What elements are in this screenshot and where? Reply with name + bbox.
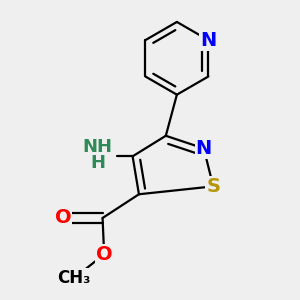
Text: S: S — [206, 177, 220, 196]
Text: O: O — [55, 208, 71, 227]
Text: O: O — [96, 245, 112, 264]
Text: NH: NH — [83, 138, 113, 156]
Text: H: H — [90, 154, 105, 172]
Text: N: N — [196, 139, 212, 158]
Text: N: N — [200, 31, 217, 50]
Text: CH₃: CH₃ — [57, 269, 91, 287]
